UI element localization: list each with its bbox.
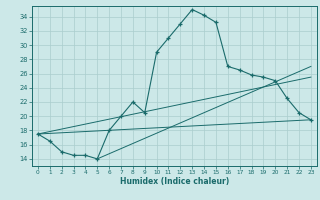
X-axis label: Humidex (Indice chaleur): Humidex (Indice chaleur) [120,177,229,186]
